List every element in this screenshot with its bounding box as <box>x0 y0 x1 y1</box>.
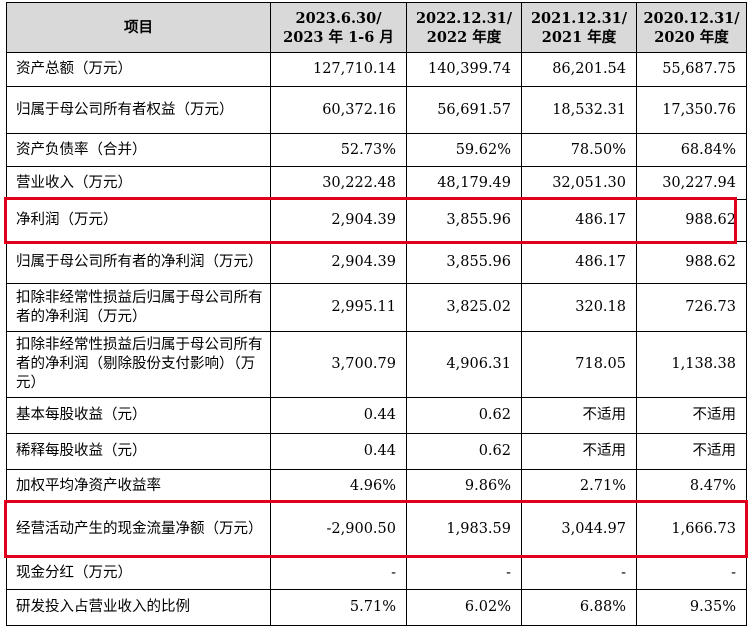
cell-value: 78.50% <box>521 133 637 167</box>
cell-value: -2,900.50 <box>270 502 407 557</box>
cell-value: 5.71% <box>270 589 407 626</box>
header-period-2021: 2021.12.31/2021 年度 <box>521 2 637 53</box>
cell-value: 3,855.96 <box>406 241 522 284</box>
header-item: 项目 <box>6 2 271 53</box>
table-row: 研发投入占营业收入的比例 5.71% 6.02% 6.88% 9.35% <box>6 589 747 626</box>
cell-value: 3,855.96 <box>406 199 522 242</box>
cell-value: 0.44 <box>270 397 407 434</box>
cell-value: 3,700.79 <box>270 331 407 398</box>
table-row: 加权平均净资产收益率 4.96% 9.86% 2.71% 8.47% <box>6 469 747 503</box>
table-row: 归属于母公司所有者权益（万元） 60,372.16 56,691.57 18,5… <box>6 86 747 134</box>
row-label: 现金分红（万元） <box>6 556 271 590</box>
cell-value: 486.17 <box>521 241 637 284</box>
cell-value: 726.73 <box>636 283 747 332</box>
cell-value: 17,350.76 <box>636 86 747 134</box>
table-row: 扣除非经常性损益后归属于母公司所有者的净利润（剔除股份支付影响）（万元） 3,7… <box>6 331 747 398</box>
table-row: 营业收入（万元） 30,222.48 48,179.49 32,051.30 3… <box>6 166 747 200</box>
row-label: 资产负债率（合并） <box>6 133 271 167</box>
cell-value: 127,710.14 <box>270 52 407 87</box>
cell-value: 0.62 <box>406 433 522 470</box>
cell-value: 3,044.97 <box>521 502 637 557</box>
header-period-2022: 2022.12.31/2022 年度 <box>406 2 522 53</box>
cell-value: 718.05 <box>521 331 637 398</box>
cell-value: 30,222.48 <box>270 166 407 200</box>
cell-value: - <box>270 556 407 590</box>
cell-value: 52.73% <box>270 133 407 167</box>
cell-value: 60,372.16 <box>270 86 407 134</box>
row-label: 稀释每股收益（元） <box>6 433 271 470</box>
cell-value: 32,051.30 <box>521 166 637 200</box>
cell-value: - <box>521 556 637 590</box>
header-period-2020: 2020.12.31/2020 年度 <box>636 2 747 53</box>
cell-value: 988.62 <box>636 199 747 242</box>
table-row-highlighted: 经营活动产生的现金流量净额（万元） -2,900.50 1,983.59 3,0… <box>6 502 747 557</box>
cell-value: 1,666.73 <box>636 502 747 557</box>
cell-value: 不适用 <box>636 397 747 434</box>
cell-value: 1,138.38 <box>636 331 747 398</box>
cell-value: 9.35% <box>636 589 747 626</box>
financial-table: 项目 2023.6.30/2023 年 1-6 月 2022.12.31/202… <box>6 2 747 626</box>
cell-value: 不适用 <box>521 433 637 470</box>
table-row: 现金分红（万元） - - - - <box>6 556 747 590</box>
cell-value: 988.62 <box>636 241 747 284</box>
cell-value: 18,532.31 <box>521 86 637 134</box>
row-label: 资产总额（万元） <box>6 52 271 87</box>
table-row: 扣除非经常性损益后归属于母公司所有者的净利润（万元） 2,995.11 3,82… <box>6 283 747 332</box>
header-row: 项目 2023.6.30/2023 年 1-6 月 2022.12.31/202… <box>6 2 747 53</box>
cell-value: 不适用 <box>636 433 747 470</box>
header-period-2023h1: 2023.6.30/2023 年 1-6 月 <box>270 2 407 53</box>
cell-value: 6.88% <box>521 589 637 626</box>
cell-value: 2,904.39 <box>270 199 407 242</box>
row-label: 扣除非经常性损益后归属于母公司所有者的净利润（万元） <box>6 283 271 332</box>
cell-value: 0.44 <box>270 433 407 470</box>
cell-value: 8.47% <box>636 469 747 503</box>
cell-value: 3,825.02 <box>406 283 522 332</box>
cell-value: 320.18 <box>521 283 637 332</box>
cell-value: 不适用 <box>521 397 637 434</box>
cell-value: 56,691.57 <box>406 86 522 134</box>
cell-value: 68.84% <box>636 133 747 167</box>
row-label: 基本每股收益（元） <box>6 397 271 434</box>
cell-value: 86,201.54 <box>521 52 637 87</box>
cell-value: 55,687.75 <box>636 52 747 87</box>
cell-value: 140,399.74 <box>406 52 522 87</box>
cell-value: - <box>406 556 522 590</box>
cell-value: 59.62% <box>406 133 522 167</box>
row-label: 加权平均净资产收益率 <box>6 469 271 503</box>
cell-value: 2,995.11 <box>270 283 407 332</box>
table-row: 归属于母公司所有者的净利润（万元） 2,904.39 3,855.96 486.… <box>6 241 747 284</box>
table-row: 资产负债率（合并） 52.73% 59.62% 78.50% 68.84% <box>6 133 747 167</box>
cell-value: 4,906.31 <box>406 331 522 398</box>
cell-value: 4.96% <box>270 469 407 503</box>
row-label: 归属于母公司所有者权益（万元） <box>6 86 271 134</box>
cell-value: 0.62 <box>406 397 522 434</box>
row-label: 归属于母公司所有者的净利润（万元） <box>6 241 271 284</box>
cell-value: 1,983.59 <box>406 502 522 557</box>
row-label: 扣除非经常性损益后归属于母公司所有者的净利润（剔除股份支付影响）（万元） <box>6 331 271 398</box>
row-label: 净利润（万元） <box>6 199 271 242</box>
table-row: 基本每股收益（元） 0.44 0.62 不适用 不适用 <box>6 397 747 434</box>
row-label: 经营活动产生的现金流量净额（万元） <box>6 502 271 557</box>
table-row-highlighted: 净利润（万元） 2,904.39 3,855.96 486.17 988.62 <box>6 199 747 242</box>
cell-value: 30,227.94 <box>636 166 747 200</box>
cell-value: 2.71% <box>521 469 637 503</box>
row-label: 研发投入占营业收入的比例 <box>6 589 271 626</box>
cell-value: 2,904.39 <box>270 241 407 284</box>
row-label: 营业收入（万元） <box>6 166 271 200</box>
cell-value: 48,179.49 <box>406 166 522 200</box>
table-row: 资产总额（万元） 127,710.14 140,399.74 86,201.54… <box>6 52 747 87</box>
cell-value: 486.17 <box>521 199 637 242</box>
cell-value: - <box>636 556 747 590</box>
table-row: 稀释每股收益（元） 0.44 0.62 不适用 不适用 <box>6 433 747 470</box>
cell-value: 6.02% <box>406 589 522 626</box>
cell-value: 9.86% <box>406 469 522 503</box>
